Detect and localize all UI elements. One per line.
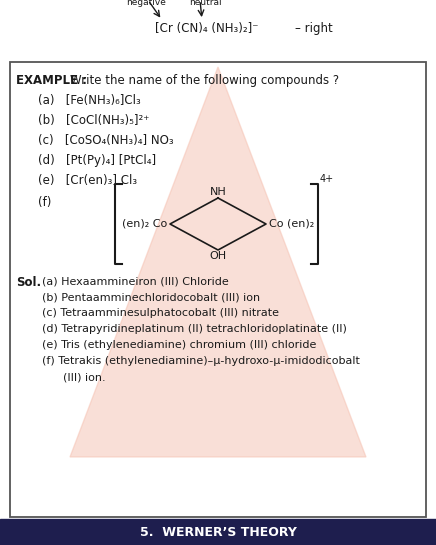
Text: (e)   [Cr(en)₃] Cl₃: (e) [Cr(en)₃] Cl₃ bbox=[38, 174, 137, 187]
Text: (e) Tris (ethylenediamine) chromium (III) chloride: (e) Tris (ethylenediamine) chromium (III… bbox=[42, 340, 317, 350]
Text: 5.  WERNER’S THEORY: 5. WERNER’S THEORY bbox=[140, 525, 296, 538]
Text: (III) ion.: (III) ion. bbox=[42, 372, 106, 382]
Text: (d)   [Pt(Py)₄] [PtCl₄]: (d) [Pt(Py)₄] [PtCl₄] bbox=[38, 154, 156, 167]
Text: (b)   [CoCl(NH₃)₅]²⁺: (b) [CoCl(NH₃)₅]²⁺ bbox=[38, 114, 150, 127]
Text: (f) Tetrakis (ethylenediamine)–μ-hydroxo-μ-imidodicobalt: (f) Tetrakis (ethylenediamine)–μ-hydroxo… bbox=[42, 356, 360, 366]
Text: [Cr (CN)₄ (NH₃)₂]⁻: [Cr (CN)₄ (NH₃)₂]⁻ bbox=[155, 22, 259, 35]
Text: – right: – right bbox=[295, 22, 333, 35]
Bar bbox=[10, 62, 426, 517]
Text: (en)₂ Co: (en)₂ Co bbox=[122, 219, 167, 229]
Text: (a)   [Fe(NH₃)₆]Cl₃: (a) [Fe(NH₃)₆]Cl₃ bbox=[38, 94, 141, 107]
Polygon shape bbox=[70, 67, 366, 457]
Text: negative: negative bbox=[126, 0, 166, 7]
Text: (a) Hexaammineiron (III) Chloride: (a) Hexaammineiron (III) Chloride bbox=[42, 276, 229, 286]
Text: 4+: 4+ bbox=[320, 174, 334, 184]
Text: (f): (f) bbox=[38, 196, 51, 209]
Text: OH: OH bbox=[209, 251, 227, 261]
Text: (c)   [CoSO₄(NH₃)₄] NO₃: (c) [CoSO₄(NH₃)₄] NO₃ bbox=[38, 134, 174, 147]
Text: Sol.: Sol. bbox=[16, 276, 41, 289]
Bar bbox=[0, 519, 436, 545]
Text: (d) Tetrapyridineplatinum (II) tetrachloridoplatinate (II): (d) Tetrapyridineplatinum (II) tetrachlo… bbox=[42, 324, 347, 334]
Text: neutral: neutral bbox=[189, 0, 221, 7]
Text: EXAMPLE :: EXAMPLE : bbox=[16, 74, 91, 87]
Text: NH: NH bbox=[210, 187, 226, 197]
Text: Write the name of the following compounds ?: Write the name of the following compound… bbox=[70, 74, 339, 87]
Text: Co (en)₂: Co (en)₂ bbox=[269, 219, 314, 229]
Text: (b) Pentaamminechloridocobalt (III) ion: (b) Pentaamminechloridocobalt (III) ion bbox=[42, 292, 260, 302]
Text: (c) Tetraamminesulphatocobalt (III) nitrate: (c) Tetraamminesulphatocobalt (III) nitr… bbox=[42, 308, 279, 318]
